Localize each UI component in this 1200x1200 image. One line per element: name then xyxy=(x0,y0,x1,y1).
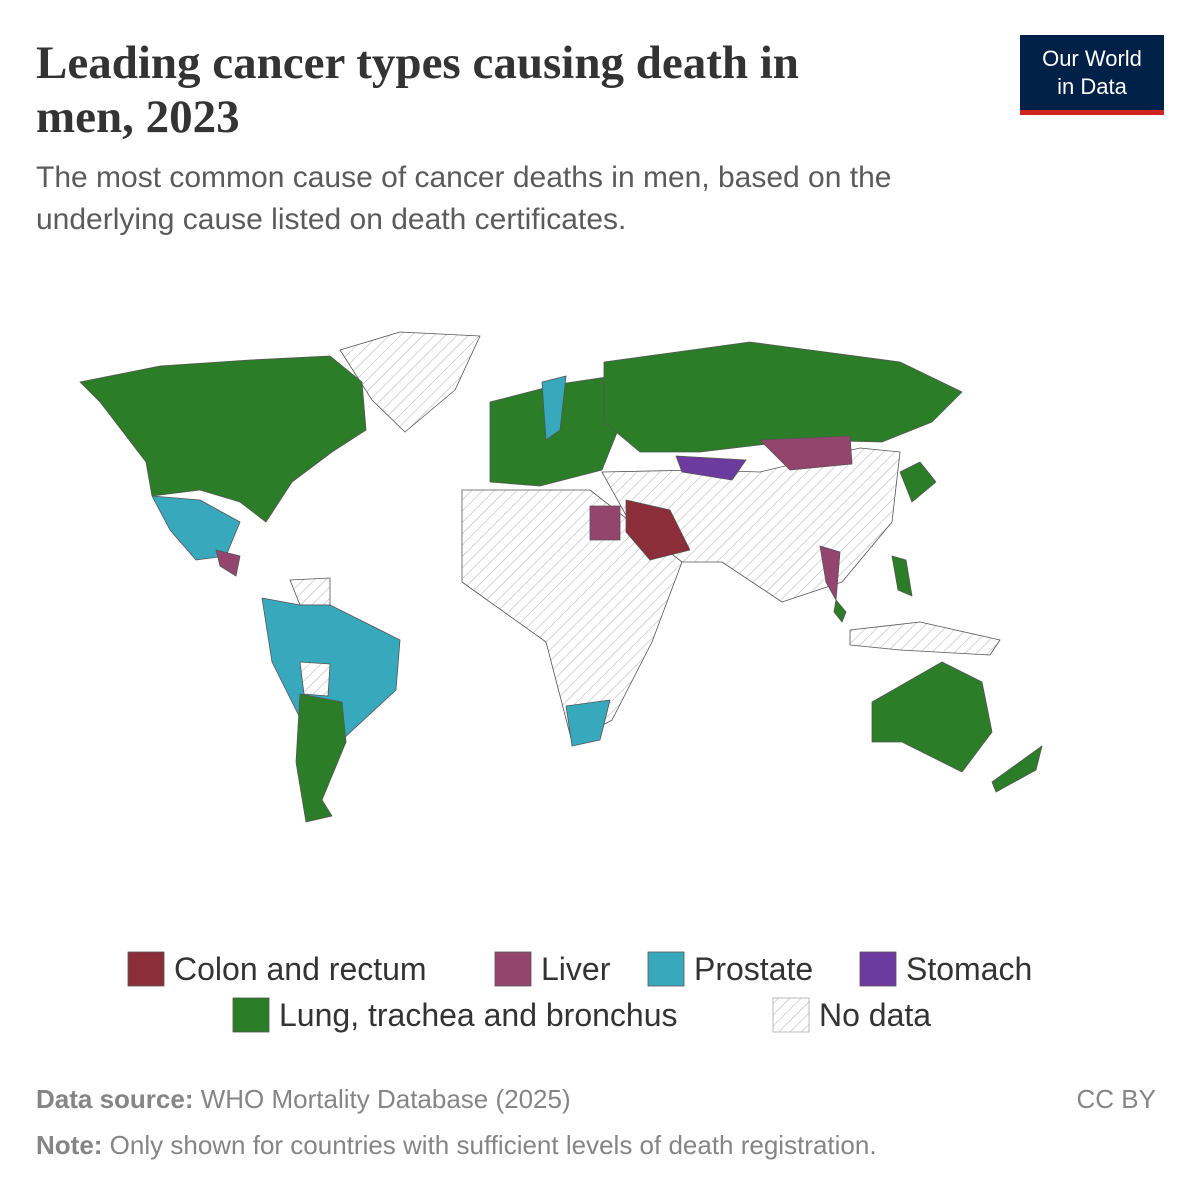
legend-swatch xyxy=(859,951,897,987)
subtitle: underlying cause listed on death certifi… xyxy=(36,203,626,236)
source-text: WHO Mortality Database (2025) xyxy=(201,1084,571,1114)
legend-label: Liver xyxy=(541,951,611,987)
logo-text: in Data xyxy=(1057,74,1127,99)
source: Data source: WHO Mortality Database (202… xyxy=(36,1084,571,1114)
note: Note: Only shown for countries with suff… xyxy=(36,1130,877,1160)
arabia xyxy=(625,499,691,561)
japan xyxy=(899,461,937,503)
south-africa xyxy=(565,699,611,747)
legend-item: Prostate xyxy=(647,951,813,987)
australia xyxy=(871,661,993,773)
legend: Colon and rectum Liver Prostate Stomach … xyxy=(127,951,1032,1033)
europe xyxy=(489,371,641,487)
title: Leading cancer types causing death in xyxy=(36,37,799,89)
source-label: Data source: xyxy=(36,1084,194,1114)
legend-item: No data xyxy=(772,997,931,1033)
mexico xyxy=(151,495,241,561)
south-america xyxy=(261,597,401,741)
world-map xyxy=(79,331,1043,823)
legend-item: Stomach xyxy=(859,951,1032,987)
legend-label: Lung, trachea and bronchus xyxy=(279,997,678,1033)
egypt xyxy=(589,505,621,541)
greenland xyxy=(339,331,481,433)
southern-cone xyxy=(295,693,347,823)
legend-item: Lung, trachea and bronchus xyxy=(232,997,678,1033)
note-label: Note: xyxy=(36,1130,102,1160)
north-america xyxy=(79,355,367,523)
venezuela xyxy=(289,577,331,606)
logo: Our World in Data xyxy=(1020,35,1164,115)
russia xyxy=(603,341,963,453)
mongolia xyxy=(759,435,853,471)
legend-label: Stomach xyxy=(906,951,1032,987)
legend-item: Colon and rectum xyxy=(127,951,427,987)
legend-label: No data xyxy=(819,997,931,1033)
legend-swatch xyxy=(494,951,532,987)
logo-text: Our World xyxy=(1042,46,1142,71)
license: CC BY xyxy=(1077,1084,1156,1114)
central-asia xyxy=(675,455,747,481)
title: men, 2023 xyxy=(36,91,240,143)
legend-swatch xyxy=(127,951,165,987)
central-america xyxy=(215,549,241,577)
note-text: Only shown for countries with sufficient… xyxy=(110,1130,877,1160)
bolivia xyxy=(299,661,331,697)
legend-swatch xyxy=(647,951,685,987)
subtitle: The most common cause of cancer deaths i… xyxy=(36,161,891,194)
africa xyxy=(461,489,683,743)
legend-label: Prostate xyxy=(694,951,813,987)
indonesia xyxy=(849,621,1001,656)
malaysia xyxy=(833,599,847,623)
philippines xyxy=(891,555,913,597)
legend-label: Colon and rectum xyxy=(174,951,427,987)
legend-swatch xyxy=(772,997,810,1033)
new-zealand xyxy=(991,745,1043,793)
legend-item: Liver xyxy=(494,951,611,987)
scandinavia xyxy=(541,375,567,441)
legend-swatch xyxy=(232,997,270,1033)
